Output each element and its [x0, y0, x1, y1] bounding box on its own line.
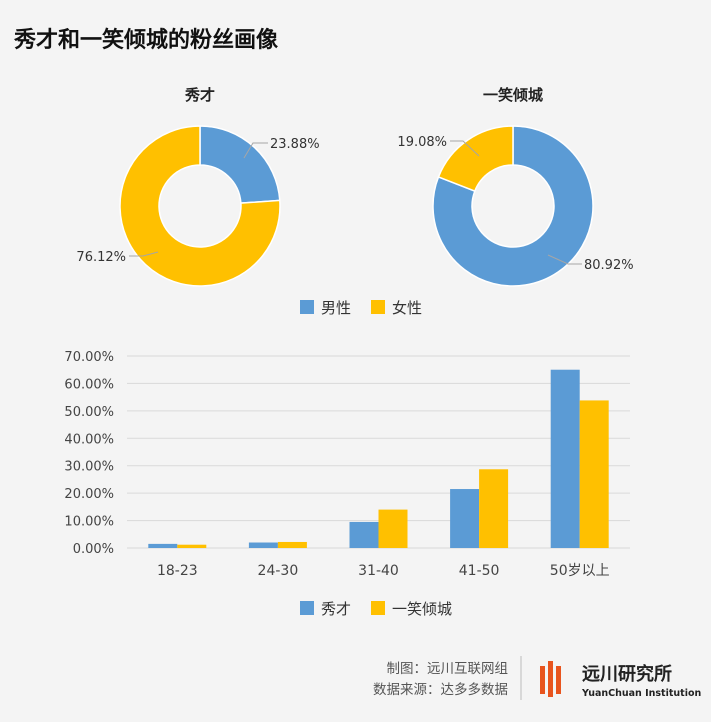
legend-swatch-male — [300, 300, 314, 314]
x-tick-label-2: 24-30 — [258, 563, 299, 579]
x-tick-label-3: 31-40 — [358, 563, 399, 579]
y-tick-label-3: 30.00% — [64, 460, 114, 475]
bar-yixiao-2 — [277, 541, 307, 548]
page-title: 秀才和一笑倾城的粉丝画像 — [14, 28, 279, 53]
data-label-xiucai-female: 76.12% — [76, 250, 126, 265]
legend-label-male: 男性 — [321, 299, 351, 317]
x-tick-label-4: 41-50 — [459, 563, 500, 579]
pie-title-yixiao: 一笑倾城 — [483, 86, 543, 104]
legend-label-yixiao: 一笑倾城 — [392, 600, 452, 618]
data-label-yixiao-male: 80.92% — [584, 258, 634, 273]
bar-yixiao-4 — [479, 469, 509, 548]
bar-xiucai-3 — [349, 521, 379, 548]
pie-xiucai-slice-2 — [119, 125, 281, 287]
bar-xiucai-4 — [450, 489, 480, 548]
x-tick-label-1: 18-23 — [157, 563, 198, 579]
leader-line-xiucai-female — [129, 251, 159, 257]
data-label-xiucai-male: 23.88% — [270, 137, 320, 152]
pie-xiucai-slice-1 — [199, 125, 281, 204]
data-label-yixiao-female: 19.08% — [397, 135, 447, 150]
legend-label-xiucai: 秀才 — [321, 600, 351, 618]
y-tick-label-6: 60.00% — [64, 377, 114, 392]
bar-yixiao-5 — [579, 400, 609, 548]
bar-xiucai-1 — [148, 543, 178, 548]
bar-xiucai-2 — [248, 542, 278, 548]
leader-line-yixiao-female — [450, 140, 480, 157]
legend-label-female: 女性 — [392, 299, 422, 317]
y-tick-label-1: 10.00% — [64, 515, 114, 530]
x-tick-label-5: 50岁以上 — [550, 563, 610, 579]
y-tick-label-7: 70.00% — [64, 350, 114, 365]
footer-credit: 制图：远川互联网组 — [387, 661, 509, 677]
y-tick-label-2: 20.00% — [64, 487, 114, 502]
pie-yixiao-slice-2 — [437, 125, 514, 193]
bar-xiucai-5 — [550, 369, 580, 548]
legend-swatch-yixiao — [371, 601, 385, 615]
leader-line-xiucai-male — [243, 142, 268, 159]
bar-yixiao-3 — [378, 509, 408, 548]
brand-logo-icon — [540, 661, 561, 697]
footer-source: 数据来源：达多多数据 — [373, 681, 508, 698]
y-tick-label-4: 40.00% — [64, 432, 114, 447]
brand-name-en: YuanChuan Institution — [581, 688, 701, 699]
pie-title-xiucai: 秀才 — [184, 86, 215, 104]
legend-swatch-female — [371, 300, 385, 314]
bar-yixiao-1 — [177, 544, 207, 548]
pie-yixiao-slice-1 — [432, 125, 594, 287]
leader-line-yixiao-male — [547, 254, 582, 265]
y-tick-label-0: 0.00% — [73, 542, 114, 557]
y-tick-label-5: 50.00% — [64, 405, 114, 420]
brand-name: 远川研究所 — [582, 663, 672, 685]
legend-swatch-xiucai — [300, 601, 314, 615]
